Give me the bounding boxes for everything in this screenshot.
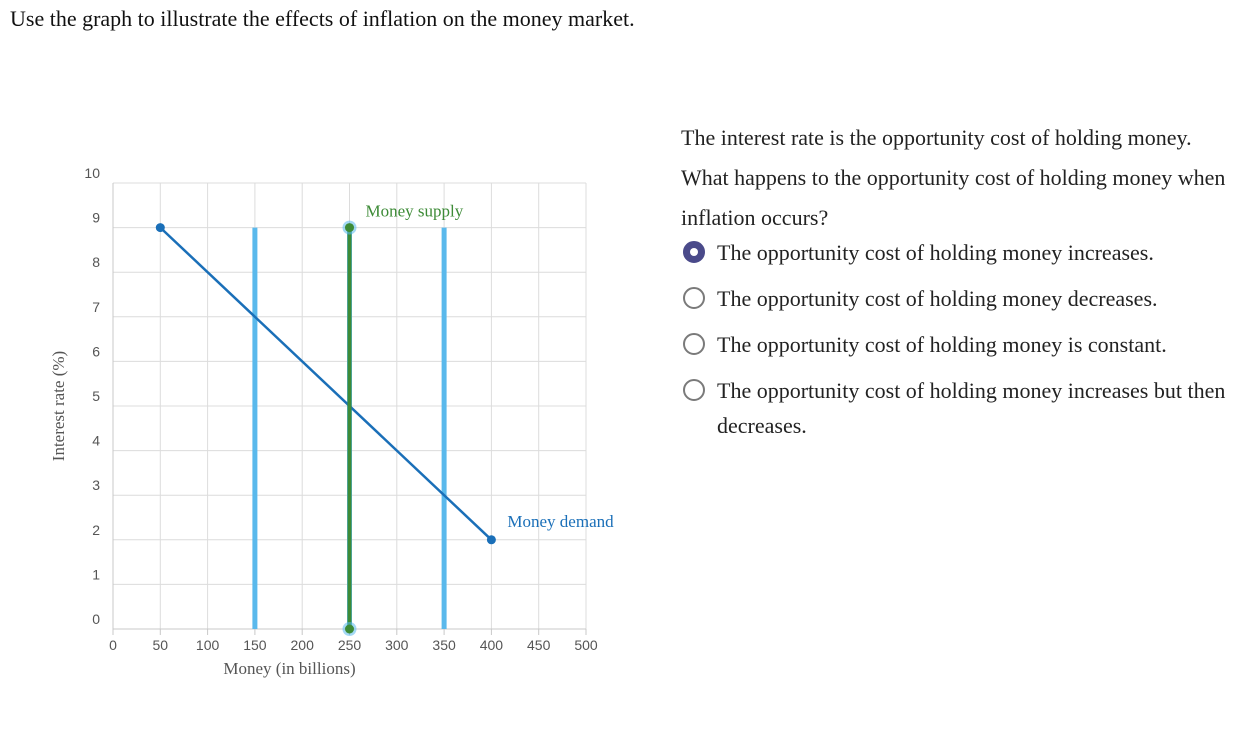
answer-option-label: The opportunity cost of holding money in… bbox=[717, 240, 1154, 265]
y-tick-label: 5 bbox=[92, 388, 100, 404]
money-demand-point[interactable] bbox=[155, 223, 165, 233]
x-tick-label: 100 bbox=[196, 637, 220, 653]
y-tick-label: 7 bbox=[92, 299, 100, 315]
x-tick-label: 250 bbox=[338, 637, 362, 653]
y-tick-label: 4 bbox=[92, 433, 100, 449]
answer-option-label: The opportunity cost of holding money in… bbox=[717, 378, 1226, 438]
x-tick-label: 500 bbox=[574, 637, 598, 653]
x-tick-label: 150 bbox=[243, 637, 267, 653]
money-supply-handle[interactable] bbox=[345, 624, 354, 634]
radio-button-1[interactable] bbox=[683, 241, 705, 263]
radio-button-4[interactable] bbox=[683, 379, 705, 401]
x-tick-label: 300 bbox=[385, 637, 409, 653]
question-text: The interest rate is the opportunity cos… bbox=[681, 125, 1226, 230]
x-tick-label: 450 bbox=[527, 637, 551, 653]
y-tick-label: 0 bbox=[92, 611, 100, 627]
money-demand-point[interactable] bbox=[486, 535, 496, 545]
y-tick-label: 9 bbox=[92, 210, 100, 226]
x-tick-label: 400 bbox=[480, 637, 504, 653]
radio-button-2[interactable] bbox=[683, 287, 705, 309]
answer-option-label: The opportunity cost of holding money is… bbox=[717, 332, 1167, 357]
x-axis-label: Money (in billions) bbox=[223, 659, 355, 678]
x-tick-label: 0 bbox=[109, 637, 117, 653]
money-market-chart[interactable]: Money demand Money supply 0 50 100 150 200 250… bbox=[0, 0, 660, 735]
tick-labels-layer: 0 50 100 150 200 250 300 350 400 450 500 0 1 2 3 4 5 6 7 8 9… bbox=[84, 165, 597, 653]
answer-option-label: The opportunity cost of holding money de… bbox=[717, 286, 1158, 311]
prompt-text: Use the graph to illustrate the effects … bbox=[10, 6, 635, 31]
answer-option-2[interactable]: The opportunity cost of holding money de… bbox=[683, 281, 1253, 316]
y-tick-label: 6 bbox=[92, 343, 100, 359]
y-tick-label: 1 bbox=[92, 566, 100, 582]
y-tick-label: 2 bbox=[92, 522, 100, 538]
y-axis-label: Interest rate (%) bbox=[49, 351, 68, 461]
money-supply-handle[interactable] bbox=[345, 223, 354, 233]
money-demand-line[interactable] bbox=[159, 226, 493, 541]
y-tick-label: 8 bbox=[92, 254, 100, 270]
series-layer[interactable]: Money demand Money supply bbox=[155, 202, 614, 636]
y-tick-label: 3 bbox=[92, 477, 100, 493]
x-tick-label: 50 bbox=[153, 637, 169, 653]
money-supply-label: Money supply bbox=[366, 202, 464, 221]
money-demand-label: Money demand bbox=[507, 512, 614, 531]
answer-option-4[interactable]: The opportunity cost of holding money in… bbox=[683, 373, 1253, 443]
radio-button-3[interactable] bbox=[683, 333, 705, 355]
answer-options: The opportunity cost of holding money in… bbox=[683, 235, 1253, 454]
x-tick-label: 200 bbox=[291, 637, 315, 653]
y-tick-label: 10 bbox=[84, 165, 100, 181]
answer-option-1[interactable]: The opportunity cost of holding money in… bbox=[683, 235, 1253, 270]
x-tick-label: 350 bbox=[432, 637, 456, 653]
answer-option-3[interactable]: The opportunity cost of holding money is… bbox=[683, 327, 1253, 362]
